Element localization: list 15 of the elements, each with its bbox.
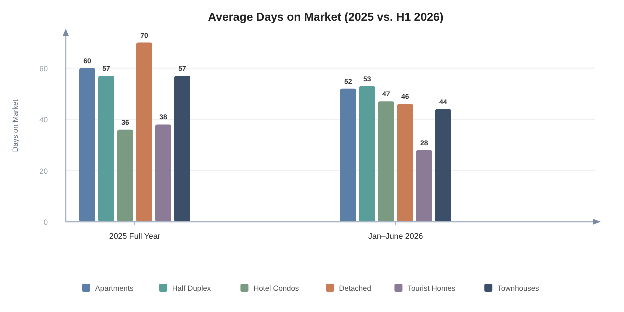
x-tick-label: Jan–June 2026 xyxy=(368,232,424,241)
bar xyxy=(79,68,96,222)
bar xyxy=(136,42,152,222)
bar xyxy=(378,102,394,222)
bar xyxy=(174,76,190,222)
x-tick-label: 2025 Full Year xyxy=(109,232,161,241)
chart-title: Average Days on Market (2025 vs. H1 2026) xyxy=(208,12,444,24)
bar xyxy=(155,124,172,222)
bar xyxy=(416,150,432,222)
bar xyxy=(340,88,356,222)
bar xyxy=(359,86,376,222)
bar xyxy=(117,130,134,222)
bar xyxy=(98,76,114,222)
bar xyxy=(397,104,414,222)
bar xyxy=(435,109,452,222)
